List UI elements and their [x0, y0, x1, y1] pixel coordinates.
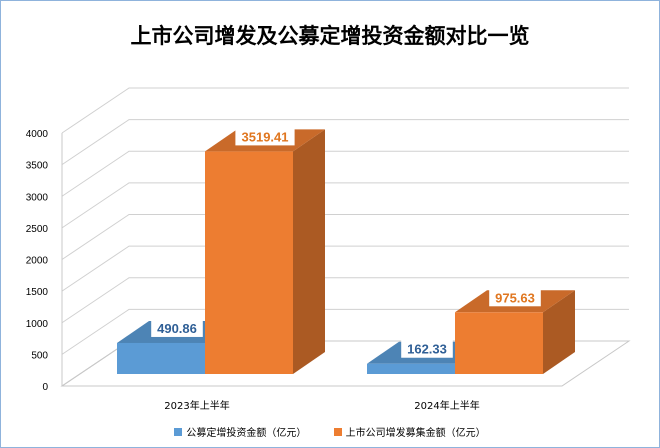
- legend-label: 公募定增投资金额（亿元: [186, 428, 297, 439]
- legend-swatch: [333, 427, 342, 436]
- y-tick-label: 3500: [26, 161, 49, 172]
- data-label-box: 975.63: [489, 288, 541, 307]
- y-axis-ticks: 0 500 1000 1500 2000 2500 3000 3500 4000: [26, 129, 49, 393]
- bar-side: [293, 129, 325, 374]
- x-axis-labels: 2023年上半年 2024年上半年: [164, 399, 479, 412]
- bar-front: [117, 342, 205, 374]
- legend-swatch: [174, 427, 183, 436]
- gridline: [61, 277, 629, 324]
- y-tick-label: 1000: [26, 319, 49, 330]
- y-tick-label: 4000: [26, 129, 49, 140]
- bar: [455, 290, 575, 374]
- data-label: 490.86: [157, 321, 197, 336]
- x-tick-label: 2023年上半年: [164, 399, 229, 412]
- y-tick-label: 500: [31, 350, 48, 361]
- gridline: [61, 214, 629, 260]
- data-label: 162.33: [407, 342, 447, 357]
- bar-front: [367, 363, 455, 374]
- y-tick-label: 2000: [26, 256, 49, 267]
- gridline: [61, 182, 629, 229]
- legend-item[interactable]: 公募定增投资金额（亿元）: [174, 424, 306, 439]
- bar: [205, 129, 325, 374]
- data-label-box: 490.86: [151, 318, 203, 337]
- data-label-box: 3519.41: [235, 127, 295, 146]
- chart-title: 上市公司增发及公募定增投资金额对比一览: [130, 24, 530, 48]
- bars: [117, 129, 575, 374]
- y-tick-label: 3000: [26, 192, 49, 203]
- gridline: [61, 87, 629, 134]
- data-labels: 490.86 162.33 3519.41 975.63: [151, 127, 541, 358]
- legend-item[interactable]: 上市公司增发募集金额（亿元）: [333, 424, 486, 439]
- x-tick-label: 2024年上半年: [414, 399, 479, 412]
- data-label-box: 162.33: [401, 339, 453, 358]
- y-tick-label: 0: [42, 382, 48, 393]
- y-tick-label: 2500: [26, 224, 49, 235]
- gridlines: [60, 87, 631, 387]
- bar-front: [205, 151, 293, 374]
- bar-side: [543, 290, 575, 374]
- bar-front: [455, 312, 543, 374]
- legend: 公募定增投资金额（亿元） 上市公司增发募集金额（亿元）: [0, 424, 660, 439]
- gridline: [61, 119, 629, 166]
- gridline: [61, 245, 629, 292]
- data-label: 3519.41: [242, 129, 289, 144]
- gridline: [61, 150, 629, 197]
- y-tick-label: 1500: [26, 287, 49, 298]
- legend-label: 上市公司增发募集金额（亿元: [345, 428, 476, 439]
- data-label: 975.63: [495, 290, 535, 305]
